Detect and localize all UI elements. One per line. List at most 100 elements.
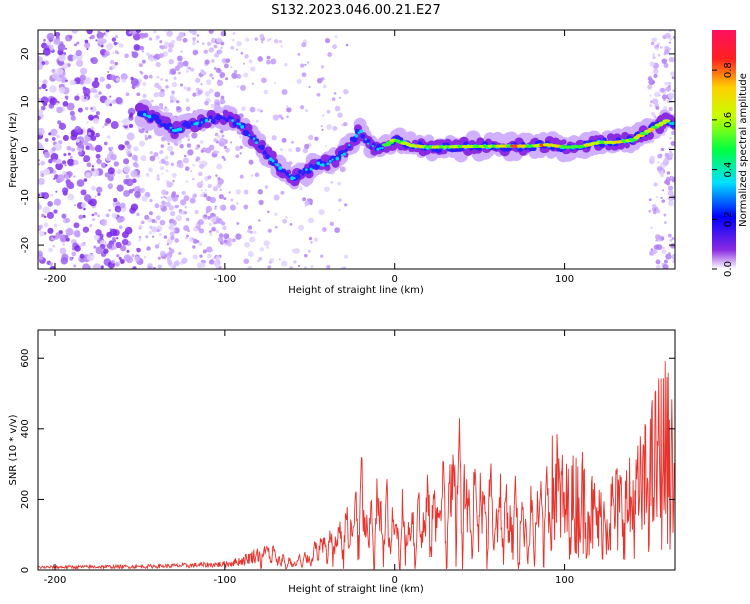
spectrogram-noise-speck [38,115,41,121]
spectrogram-noise-speck [45,169,51,174]
spectrogram-noise-speck [136,247,141,253]
spectrogram-noise-speck [140,220,145,225]
spectrogram-noise-speck [217,49,223,55]
spectrogram-ytick-label: -10 [20,189,31,205]
spectrogram-noise-speck [185,106,191,112]
spectrogram-noise-speck [50,153,59,161]
spectrogram-noise-speck [126,144,132,150]
spectrogram-ridge-mark [360,133,366,139]
spectrogram-noise-speck [78,214,84,220]
spectrogram-noise-speck [154,244,160,249]
spectrogram-noise-speck [160,144,165,148]
spectrogram-noise-speck [167,259,173,265]
spectrogram-noise-speck [243,258,250,265]
spectrogram-noise-speck [136,92,141,97]
spectrogram-noise-speck [655,239,658,242]
spectrogram-noise-speck [209,73,213,77]
spectrogram-noise-speck [41,192,50,200]
spectrogram-noise-speck [249,106,256,113]
spectrogram-noise-speck [324,145,328,148]
spectrogram-noise-speck [59,179,63,182]
spectrogram-noise-speck [99,76,105,82]
spectrogram-noise-speck [65,47,68,50]
spectrogram-noise-speck [58,86,66,94]
spectrogram-noise-speck [668,152,674,158]
spectrogram-ridge-mark [219,115,223,120]
spectrogram-noise-speck [167,47,173,53]
spectrogram-ridge-mark [195,121,199,126]
spectrogram-ridge-mark [354,134,359,138]
spectrogram-noise-speck [150,226,158,233]
spectrogram-noise-speck [243,204,248,209]
spectrogram-noise-speck [216,37,222,43]
spectrogram-noise-speck [192,254,198,260]
spectrogram-noise-speck [81,202,87,208]
spectrogram-noise-speck [39,230,45,237]
spectrogram-noise-speck [267,265,272,269]
spectrogram-ridge-mark [331,158,334,161]
spectrogram-noise-speck [197,171,203,177]
spectrogram-ridge-mark [169,126,172,129]
spectrogram-noise-speck [70,115,76,121]
spectrogram-noise-speck [90,135,97,142]
spectrogram-noise-speck [175,215,182,222]
spectrogram-noise-speck [289,223,293,226]
spectrogram-noise-speck [249,230,253,234]
spectrogram-noise-speck [40,96,49,105]
spectrogram-noise-speck [83,194,92,202]
spectrogram-noise-speck [278,114,282,118]
spectrogram-noise-speck [53,223,58,228]
spectrogram-noise-speck [157,85,162,90]
spectrogram-noise-speck [235,145,241,152]
spectrogram-ridge-mark [342,152,346,156]
spectrogram-noise-speck [662,189,665,192]
spectrogram-noise-speck [111,212,118,219]
spectrogram-noise-speck [206,41,212,47]
spectrogram-noise-speck [650,111,656,117]
spectrogram-noise-speck [95,39,98,42]
spectrogram-noise-speck [196,40,199,43]
spectrogram-noise-speck [169,71,173,75]
spectrogram-noise-speck [57,120,62,125]
spectrogram-noise-speck [66,145,72,151]
spectrogram-noise-speck [298,224,305,231]
spectrogram-noise-speck [83,140,88,146]
spectrogram-noise-speck [299,105,305,110]
spectrogram-noise-speck [148,167,153,173]
spectrogram-noise-speck [118,256,122,260]
spectrogram-noise-speck [54,142,63,151]
spectrogram-noise-speck [91,146,96,151]
spectrogram-noise-speck [274,39,279,44]
spectrogram-noise-speck [62,134,69,141]
spectrogram-noise-speck [208,144,215,151]
spectrogram-noise-speck [96,31,104,40]
spectrogram-noise-speck [90,185,96,191]
spectrogram-noise-speck [279,40,282,43]
spectrogram-noise-speck [108,208,111,212]
spectrogram-ridge-mark [273,160,278,165]
spectrogram-noise-speck [51,72,60,80]
spectrogram-noise-speck [219,137,225,143]
spectrogram-noise-speck [115,97,123,105]
spectrogram-noise-speck [206,215,211,220]
spectrogram-noise-speck [663,213,667,217]
spectrogram-noise-speck [115,77,121,82]
spectrogram-noise-speck [195,77,201,83]
spectrogram-noise-speck [307,61,310,64]
spectrogram-noise-speck [100,162,107,169]
spectrogram-noise-speck [71,30,79,34]
spectrogram-noise-speck [98,91,102,95]
spectrogram-noise-speck [171,81,178,88]
spectrogram-noise-speck [57,174,65,182]
spectrogram-noise-speck [111,64,116,70]
spectrogram-noise-speck [56,106,63,114]
spectrogram-ridge-mark [249,136,254,140]
spectrogram-noise-speck [210,58,215,63]
spectrogram-noise-speck [654,91,660,98]
spectrogram-ridge-mark [369,146,373,150]
spectrogram-noise-speck [202,249,207,254]
spectrogram-ridge-mark [304,168,308,172]
spectrogram-noise-speck [67,158,75,166]
spectrogram-noise-speck [183,154,187,158]
spectrogram-ridge-mark [186,123,192,129]
